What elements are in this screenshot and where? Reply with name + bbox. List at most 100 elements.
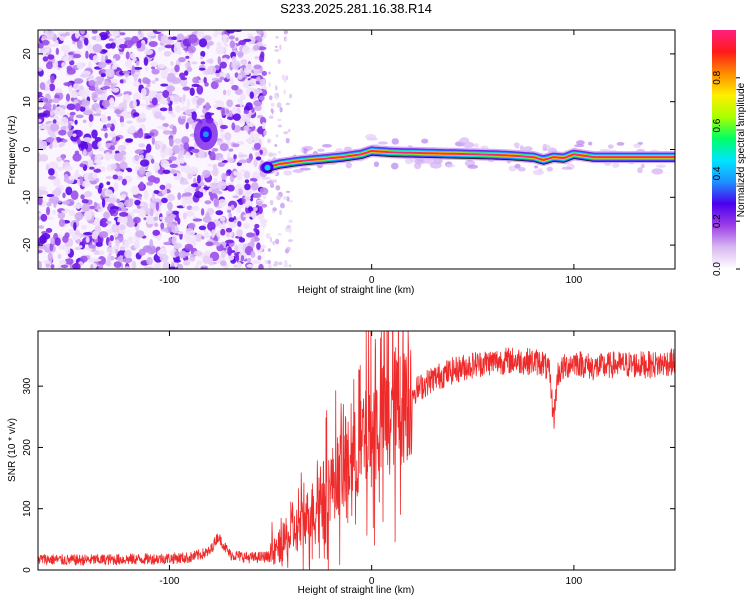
sparse-noise-blob [280,202,285,209]
noise-blob [188,222,196,229]
noise-blob [237,160,248,164]
noise-blob [220,250,226,259]
spectrogram-x-tick-label: 100 [566,275,583,286]
noise-blob [104,189,113,197]
noise-blob [73,203,83,209]
noise-blob [146,143,152,153]
noise-blob [95,34,101,43]
noise-blob [98,263,104,269]
sparse-noise-blob [271,179,275,183]
sparse-noise-blob [288,93,293,99]
noise-blob [229,76,234,86]
noise-blob [98,147,105,152]
sparse-noise-blob [279,44,282,51]
noise-blob [217,180,227,190]
noise-blob [102,49,108,53]
noise-blob [181,136,190,145]
noise-blob [191,111,197,121]
sparse-noise-blob [275,45,278,48]
noise-blob [65,93,71,102]
noise-blob [97,255,107,266]
noise-blob [57,253,62,260]
noise-blob [253,99,263,107]
noise-blob [157,46,163,52]
noise-blob [95,185,99,189]
noise-blob [220,260,227,267]
noise-blob [171,113,176,118]
noise-blob [226,99,233,108]
noise-blob [156,125,166,129]
noise-blob [214,30,219,36]
noise-blob [205,241,214,247]
noise-blob [108,33,112,37]
noise-blob [169,163,178,169]
noise-blob [231,56,236,63]
noise-blob [45,137,55,143]
noise-blob [156,94,161,102]
noise-blob [106,181,111,186]
noise-blob [136,40,142,49]
noise-blob [217,56,221,65]
noise-blob [39,82,46,90]
noise-blob [258,95,265,101]
noise-blob [77,129,82,138]
noise-blob [197,149,205,159]
noise-blob [173,259,181,263]
noise-blob [224,132,232,141]
noise-blob [53,177,61,187]
noise-blob [162,123,169,128]
noise-blob [163,147,174,157]
noise-blob [59,107,65,117]
noise-blob [200,266,207,269]
noise-blob [208,58,214,64]
spectrogram-marks [38,30,675,269]
noise-blob [261,203,268,208]
noise-blob [181,198,187,208]
noise-blob [243,125,250,132]
noise-blob [38,139,44,149]
noise-blob [92,54,99,64]
sparse-noise-blob [275,134,279,138]
sparse-noise-blob [275,185,281,191]
noise-blob [64,165,73,171]
noise-blob [121,206,127,213]
sparse-noise-blob [263,195,267,199]
noise-blob [145,152,151,162]
noise-blob [137,30,142,35]
noise-blob [206,43,210,50]
noise-blob [52,97,60,104]
ridge-edge [264,154,675,173]
ridge-sidelobe [458,138,470,143]
colorbar-tick-label: 0.0 [712,262,723,276]
noise-blob [215,210,224,216]
noise-blob [253,142,261,150]
noise-blob [184,243,194,252]
noise-blob [107,115,111,121]
noise-blob [47,175,56,180]
noise-blob [74,103,81,112]
noise-blob [246,232,255,238]
noise-blob [179,157,185,164]
noise-blob [250,131,255,139]
noise-blob [175,105,181,113]
noise-blob [168,156,177,161]
noise-blob [106,68,115,78]
noise-blob [230,204,235,209]
noise-blob [97,141,103,149]
noise-blob [136,129,144,139]
noise-blob [228,35,235,40]
noise-blob [66,68,76,75]
noise-blob [139,159,150,167]
noise-blob [38,67,43,72]
noise-blob [171,235,177,245]
noise-blob [119,224,126,231]
noise-blob [145,98,150,106]
sparse-noise-blob [274,143,278,148]
noise-blob [47,54,55,60]
noise-blob [46,44,50,53]
ridge-sidelobe [523,146,533,152]
ridge-sidelobe [261,176,271,180]
noise-blob [120,121,125,128]
noise-blob [215,45,225,55]
noise-blob [62,200,71,205]
